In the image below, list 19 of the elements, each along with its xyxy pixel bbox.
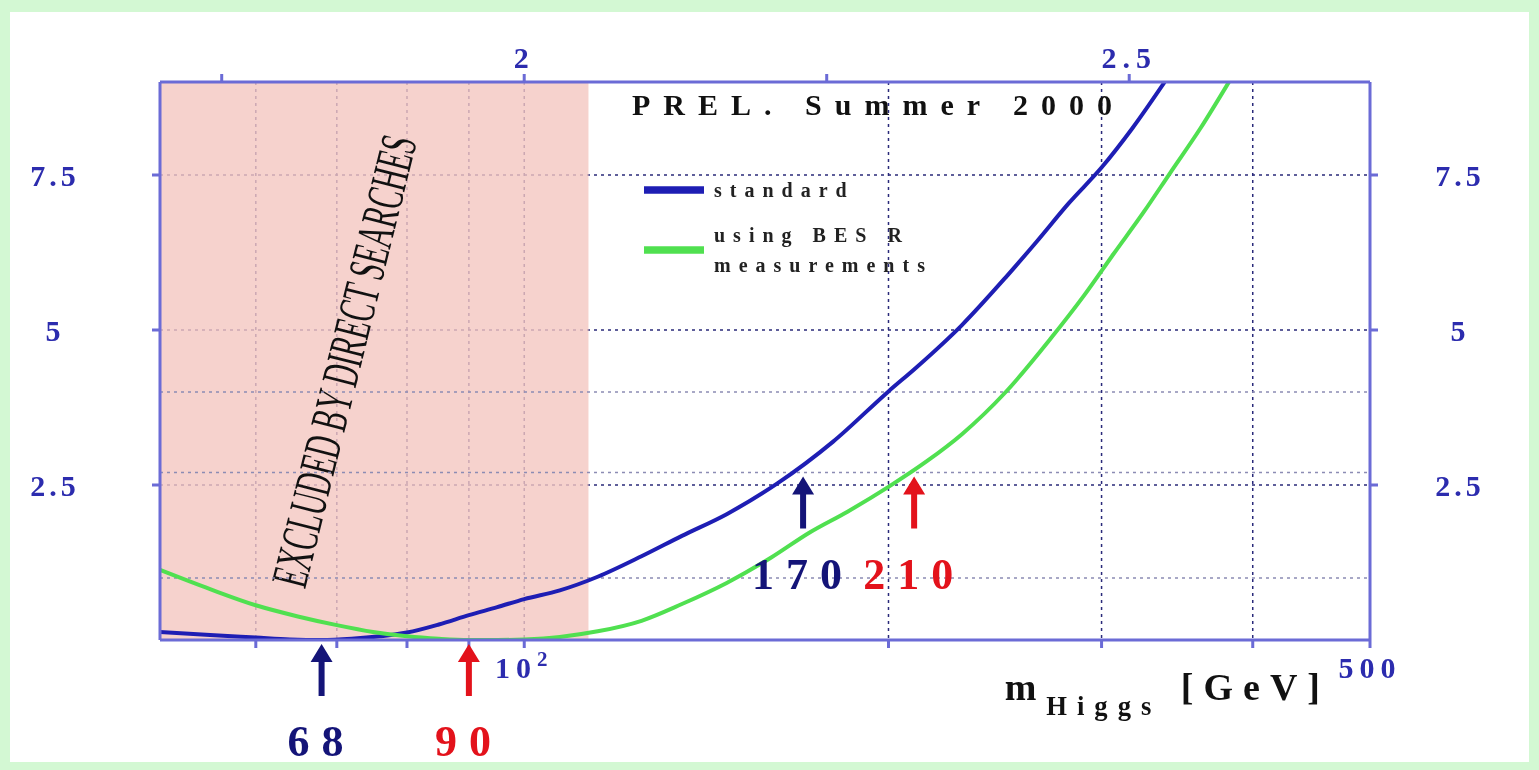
y-tick-label: 7.5 <box>30 158 80 192</box>
y2-tick-label: 5 <box>1450 313 1470 347</box>
annotation: 170 <box>752 549 855 599</box>
x-axis-title: m$_{Higgs}$ [GeV] <box>1004 666 1330 721</box>
y2-tick-label: 7.5 <box>1435 158 1485 192</box>
legend-label: standard <box>714 178 856 204</box>
y2-tick-label: 2.5 <box>1435 468 1485 502</box>
x-tick-label: 500 <box>1338 651 1402 684</box>
annotation: PREL. Summer 2000 <box>632 88 1125 122</box>
band-label: EXCLUDED BY DIRECT SEARCHES <box>260 129 428 593</box>
x2-tick-label: 2.5 <box>1101 41 1157 74</box>
y-tick-label: 5 <box>45 313 65 347</box>
annotation: 210 <box>863 549 966 599</box>
y-tick-label: 2.5 <box>30 468 80 502</box>
x-tick-label: 10$^{2}$ <box>495 647 554 684</box>
x2-tick-label: 2 <box>513 41 535 74</box>
annotation: 90 <box>434 717 503 766</box>
annotation: 68 <box>287 717 356 766</box>
legend-label: using BES R measurements <box>714 223 934 279</box>
